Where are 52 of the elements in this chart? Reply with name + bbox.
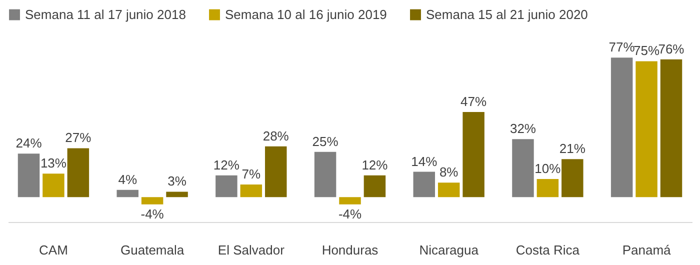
bar: [512, 139, 534, 198]
bar: [141, 197, 164, 204]
bar: [67, 148, 90, 198]
bar: [660, 59, 682, 198]
x-tick-label: El Salvador: [218, 242, 286, 258]
data-label: 21%: [559, 141, 586, 156]
x-tick-label: Guatemala: [120, 242, 185, 258]
data-label: 14%: [411, 154, 438, 169]
bar: [339, 197, 361, 204]
data-label: 75%: [634, 43, 660, 58]
data-label: 7%: [242, 166, 261, 182]
bar: [610, 58, 633, 198]
bar: [438, 182, 460, 198]
legend-label: Semana 15 al 21 junio 2020: [426, 6, 588, 22]
data-label: 47%: [460, 94, 487, 109]
bar: [536, 179, 559, 198]
legend-label: Semana 11 al 17 junio 2018: [25, 6, 186, 22]
data-label: 32%: [510, 121, 536, 136]
data-label: 27%: [65, 130, 92, 146]
bar: [116, 190, 138, 198]
data-label: 25%: [312, 134, 339, 149]
x-tick-label: Costa Rica: [516, 242, 580, 258]
data-label: -4%: [140, 206, 164, 222]
x-tick-label: CAM: [39, 242, 68, 258]
x-tick-label: Panamá: [622, 242, 672, 258]
bar: [562, 159, 584, 198]
data-label: 8%: [439, 164, 459, 180]
bar: [216, 175, 238, 198]
bar: [462, 112, 484, 198]
bar: [364, 175, 386, 198]
x-tick-label: Nicaragua: [419, 242, 480, 258]
data-label: 4%: [118, 172, 138, 187]
data-label: 77%: [608, 40, 636, 55]
bar: [314, 152, 336, 198]
data-label: 76%: [658, 41, 685, 56]
data-label: 24%: [16, 136, 42, 151]
data-label: 12%: [362, 157, 388, 172]
data-label: 12%: [213, 157, 240, 172]
bar: [636, 61, 658, 198]
data-label: 10%: [534, 161, 562, 176]
data-label: 28%: [262, 128, 290, 144]
data-label: -4%: [338, 206, 362, 222]
bar: [413, 172, 436, 198]
bar: [240, 184, 262, 198]
data-label: 13%: [40, 156, 67, 171]
bar: [18, 154, 40, 198]
bar: [264, 146, 287, 198]
x-tick-label: Honduras: [322, 242, 379, 258]
legend-label: Semana 10 al 16 junio 2019: [225, 6, 387, 22]
bar: [42, 174, 64, 198]
data-label: 3%: [168, 174, 187, 189]
bar: [166, 192, 188, 198]
